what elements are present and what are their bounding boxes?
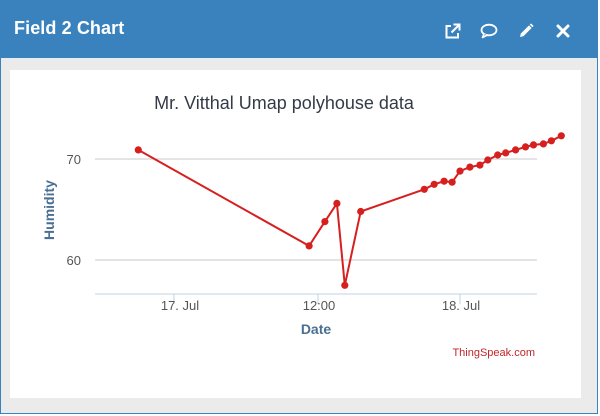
data-point[interactable] — [521, 143, 530, 151]
comment-icon[interactable] — [477, 19, 501, 43]
y-axis-label: Humidity — [41, 180, 57, 240]
data-point[interactable] — [547, 137, 556, 145]
data-point[interactable] — [420, 185, 428, 193]
close-icon[interactable] — [551, 19, 575, 43]
data-point[interactable] — [357, 207, 365, 216]
data-point[interactable] — [502, 149, 510, 157]
data-point[interactable] — [134, 146, 142, 154]
x-ticks: 17. Jul 12:00 18. Jul — [161, 294, 480, 313]
data-point[interactable] — [321, 218, 329, 226]
x-tick-label-12-00: 12:00 — [303, 298, 336, 313]
data-point[interactable] — [440, 177, 448, 185]
chart-panel: Mr. Vitthal Umap polyhouse data 60 70 17… — [10, 70, 581, 398]
x-tick-label-18-jul: 18. Jul — [442, 298, 480, 313]
widget-title: Field 2 Chart — [14, 18, 125, 38]
data-point[interactable] — [539, 140, 548, 148]
data-point[interactable] — [484, 156, 492, 164]
data-point[interactable] — [333, 199, 341, 207]
data-point[interactable] — [448, 178, 456, 186]
data-point[interactable] — [466, 163, 474, 171]
series-points — [134, 132, 565, 289]
chart-grid — [95, 158, 537, 261]
credit-link[interactable]: ThingSpeak.com — [452, 347, 535, 359]
y-tick-label-70: 70 — [67, 152, 81, 167]
data-point[interactable] — [476, 161, 484, 169]
widget-toolbar — [427, 19, 575, 43]
y-tick-labels: 60 70 — [67, 152, 81, 268]
series-line-humidity — [137, 134, 562, 286]
chart-title: Mr. Vitthal Umap polyhouse data — [154, 93, 415, 113]
data-point[interactable] — [305, 242, 313, 250]
widget-header: Field 2 Chart — [1, 1, 597, 58]
data-point[interactable] — [557, 132, 565, 140]
data-point[interactable] — [512, 146, 520, 154]
data-point[interactable] — [456, 167, 464, 175]
data-point[interactable] — [529, 141, 538, 149]
x-axis-label: Date — [301, 321, 332, 337]
data-point[interactable] — [430, 180, 438, 188]
y-tick-label-60: 60 — [67, 253, 81, 268]
data-point[interactable] — [341, 281, 349, 289]
x-tick-label-17-jul: 17. Jul — [161, 298, 199, 313]
humidity-line-chart: Mr. Vitthal Umap polyhouse data 60 70 17… — [41, 93, 565, 359]
data-point[interactable] — [494, 151, 502, 159]
pencil-icon[interactable] — [514, 19, 538, 43]
external-link-icon[interactable] — [440, 19, 464, 43]
